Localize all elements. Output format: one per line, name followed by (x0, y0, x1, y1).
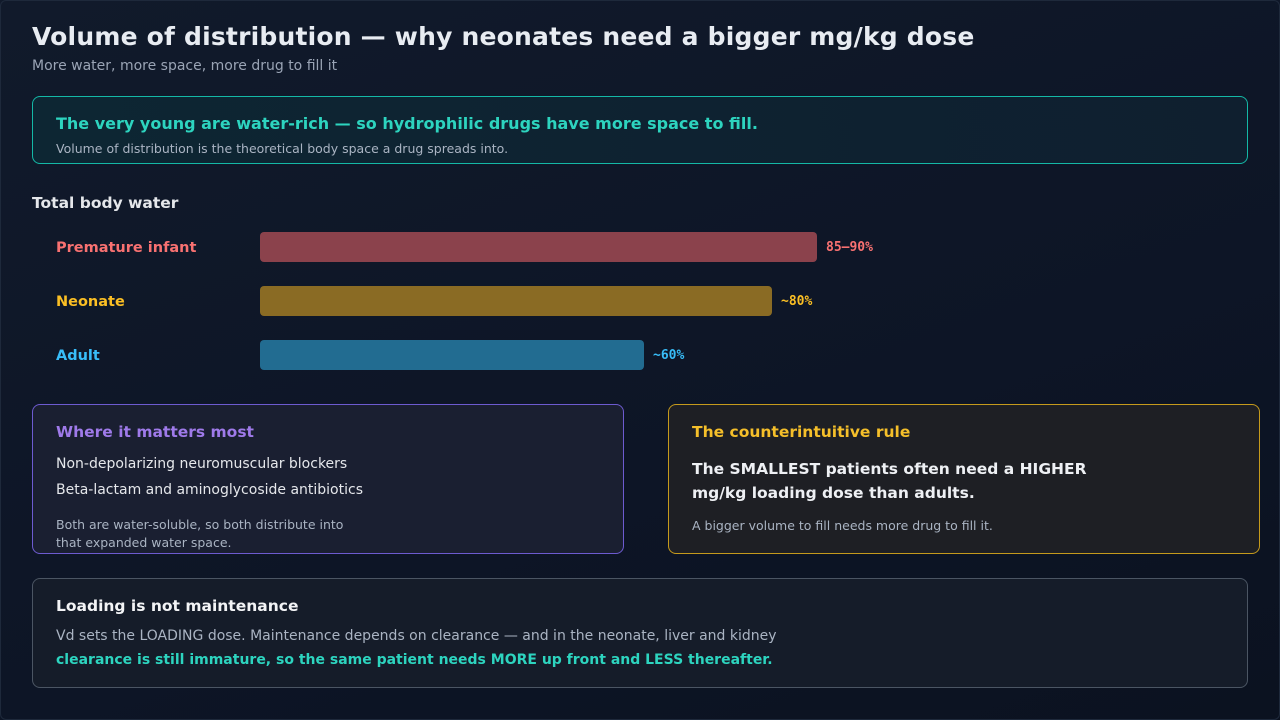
bar (260, 286, 772, 316)
page-subtitle: More water, more space, more drug to fil… (32, 58, 338, 74)
bar-track: ~60% (260, 340, 900, 370)
bar-row: Neonate ~80% (0, 286, 1280, 316)
bar-category-label: Premature infant (56, 240, 197, 256)
bar-value-label: ~80% (781, 294, 813, 309)
list-item: Non-depolarizing neuromuscular blockers (56, 456, 348, 472)
loading-line1: Vd sets the LOADING dose. Maintenance de… (56, 628, 777, 644)
bar-track: 85–90% (260, 232, 900, 262)
where-card-note: Both are water-soluble, so both distribu… (56, 516, 376, 552)
loading-card-title: Loading is not maintenance (56, 597, 299, 615)
rule-card-title: The counterintuitive rule (692, 423, 911, 441)
page-title: Volume of distribution — why neonates ne… (32, 22, 975, 51)
where-note-line2: that expanded water space. (56, 535, 232, 550)
where-note-line1: Both are water-soluble, so both distribu… (56, 517, 344, 532)
rule-note: A bigger volume to fill needs more drug … (692, 518, 993, 533)
bar-category-label: Neonate (56, 294, 125, 310)
bar (260, 232, 817, 262)
bar-value-label: 85–90% (826, 240, 873, 255)
key-point-callout: The very young are water-rich — so hydro… (32, 96, 1248, 164)
counterintuitive-rule-card: The counterintuitive rule The SMALLEST p… (668, 404, 1260, 554)
rule-line1: The SMALLEST patients often need a HIGHE… (692, 460, 1087, 478)
bar-value-label: ~60% (653, 348, 685, 363)
where-card-title: Where it matters most (56, 423, 254, 441)
where-it-matters-card: Where it matters most Non-depolarizing n… (32, 404, 624, 554)
bar-row: Adult ~60% (0, 340, 1280, 370)
bar-row: Premature infant 85–90% (0, 232, 1280, 262)
chart-title: Total body water (32, 194, 179, 212)
callout-headline: The very young are water-rich — so hydro… (56, 114, 758, 133)
bar-track: ~80% (260, 286, 900, 316)
bar (260, 340, 644, 370)
loading-line2: clearance is still immature, so the same… (56, 652, 773, 668)
rule-statement: The SMALLEST patients often need a HIGHE… (692, 457, 1112, 505)
rule-line2: mg/kg loading dose than adults. (692, 484, 975, 502)
loading-vs-maintenance-card: Loading is not maintenance Vd sets the L… (32, 578, 1248, 688)
list-item: Beta-lactam and aminoglycoside antibioti… (56, 482, 363, 498)
bar-category-label: Adult (56, 348, 100, 364)
callout-body: Volume of distribution is the theoretica… (56, 141, 509, 156)
